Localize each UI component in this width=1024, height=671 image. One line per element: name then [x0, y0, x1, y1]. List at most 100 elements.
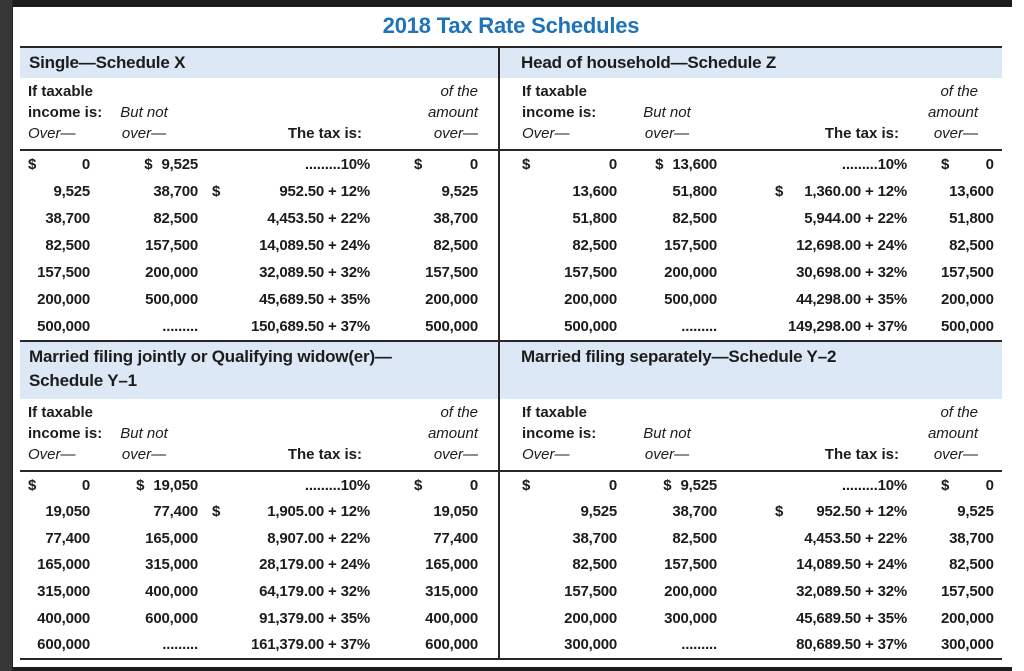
dollar-sign: $ — [941, 156, 950, 173]
cell-amount-over: $0 — [907, 477, 994, 494]
but-not-over-value: 82,500 — [672, 529, 717, 547]
over-value: 51,800 — [572, 210, 617, 227]
table-row: $0 $9,525 .........10% $0 — [20, 151, 498, 178]
cell-tax: 5,944.00 + 22% — [717, 210, 907, 227]
tax-value: .........10% — [304, 476, 370, 494]
cell-over: 13,600 — [522, 183, 617, 200]
cell-but-not-over: 157,500 — [617, 556, 717, 573]
tax-value: 14,089.50 + 24% — [796, 556, 907, 574]
cell-but-not-over: 200,000 — [90, 264, 198, 281]
header-over: If taxable income is: Over— — [28, 404, 103, 463]
cell-over: 9,525 — [28, 183, 90, 200]
over-value: 38,700 — [45, 210, 90, 227]
cell-tax: .........10% — [717, 156, 907, 173]
table-row: 200,000 500,000 45,689.50 + 35% 200,000 — [20, 286, 498, 313]
cell-tax: $1,360.00 + 12% — [717, 183, 907, 200]
amount-over-value: 300,000 — [941, 636, 994, 654]
cell-but-not-over: 38,700 — [90, 183, 198, 200]
cell-amount-over: 600,000 — [370, 636, 478, 653]
dollar-sign: $ — [28, 156, 37, 173]
amount-over-value: 157,500 — [425, 264, 478, 281]
cell-amount-over: 51,800 — [907, 210, 994, 227]
schedule-rows: $0 $9,525 .........10% $0 9,525 38,700 $… — [20, 151, 498, 340]
but-not-over-value: 82,500 — [153, 210, 198, 227]
over-value: 77,400 — [45, 529, 90, 547]
cell-but-not-over: 77,400 — [90, 503, 198, 520]
over-value: 157,500 — [37, 264, 90, 281]
schedule-rows: $0 $9,525 .........10% $0 9,525 38,700 $… — [500, 472, 1002, 658]
table-row: 82,500 157,500 14,089.50 + 24% 82,500 — [500, 552, 1018, 579]
header-amount-over: of the amount over— — [927, 404, 978, 463]
schedule-single: Single—Schedule X If taxable income is: … — [20, 48, 498, 340]
cell-tax: $952.50 + 12% — [198, 183, 370, 200]
cell-amount-over: 200,000 — [370, 291, 478, 308]
but-not-over-value: 500,000 — [664, 291, 717, 308]
over-value: 200,000 — [564, 609, 617, 627]
over-value: 500,000 — [37, 318, 90, 335]
header-the-tax-is: The tax is: — [287, 125, 362, 142]
section-header-head-of-household: Head of household—Schedule Z — [500, 48, 1002, 78]
tax-value: 150,689.50 + 37% — [251, 318, 370, 335]
page-edge-bottom — [0, 667, 1012, 671]
cell-amount-over: 38,700 — [370, 210, 478, 227]
section-header-married-filing-jointly: Married filing jointly or Qualifying wid… — [20, 342, 498, 399]
schedule-married-filing-separately: Married filing separately—Schedule Y–2 I… — [498, 340, 1002, 658]
schedule-married-filing-jointly: Married filing jointly or Qualifying wid… — [20, 340, 498, 658]
section-title: Single—Schedule X — [29, 53, 186, 72]
table-row: 82,500 157,500 12,698.00 + 24% 82,500 — [500, 232, 1018, 259]
cell-amount-over: 9,525 — [370, 183, 478, 200]
amount-over-value: 157,500 — [941, 583, 994, 601]
table-row: 200,000 300,000 45,689.50 + 35% 200,000 — [500, 605, 1018, 632]
cell-tax: 4,453.50 + 22% — [717, 530, 907, 547]
dollar-sign: $ — [144, 156, 153, 173]
cell-amount-over: 38,700 — [907, 530, 994, 547]
cell-amount-over: 157,500 — [370, 264, 478, 281]
cell-tax: 12,698.00 + 24% — [717, 237, 907, 254]
cell-tax: .........10% — [198, 477, 370, 494]
but-not-over-value: 300,000 — [664, 609, 717, 627]
tax-value: 14,089.50 + 24% — [259, 237, 370, 254]
tax-schedules-table: Single—Schedule X If taxable income is: … — [20, 46, 1002, 660]
cell-over: 38,700 — [28, 210, 90, 227]
cell-but-not-over: ......... — [90, 636, 198, 653]
tax-value: 44,298.00 + 35% — [796, 291, 907, 308]
but-not-over-value: 200,000 — [664, 264, 717, 281]
tax-value: .........10% — [841, 156, 907, 173]
dollar-sign: $ — [655, 156, 664, 173]
cell-but-not-over: $9,525 — [617, 477, 717, 494]
cell-over: $0 — [28, 477, 90, 494]
over-value: 82,500 — [572, 556, 617, 574]
but-not-over-value: 157,500 — [145, 237, 198, 254]
cell-over: 200,000 — [522, 610, 617, 627]
over-value: 157,500 — [564, 264, 617, 281]
cell-over: 157,500 — [522, 264, 617, 281]
table-row: 38,700 82,500 4,453.50 + 22% 38,700 — [500, 525, 1018, 552]
table-row: 13,600 51,800 $1,360.00 + 12% 13,600 — [500, 178, 1018, 205]
cell-but-not-over: 157,500 — [90, 237, 198, 254]
table-row: 157,500 200,000 30,698.00 + 32% 157,500 — [500, 259, 1018, 286]
but-not-over-value: ......... — [162, 318, 198, 335]
cell-over: 38,700 — [522, 530, 617, 547]
cell-tax: 150,689.50 + 37% — [198, 318, 370, 335]
cell-tax: 91,379.00 + 35% — [198, 610, 370, 627]
over-value: 38,700 — [572, 529, 617, 547]
amount-over-value: 77,400 — [433, 529, 478, 547]
tax-value: 8,907.00 + 22% — [267, 529, 370, 547]
but-not-over-value: 400,000 — [145, 583, 198, 601]
table-row: 200,000 500,000 44,298.00 + 35% 200,000 — [500, 286, 1018, 313]
cell-but-not-over: ......... — [617, 636, 717, 653]
tax-value: 91,379.00 + 35% — [259, 609, 370, 627]
amount-over-value: 19,050 — [433, 503, 478, 521]
table-row: 500,000 ......... 149,298.00 + 37% 500,0… — [500, 313, 1018, 340]
column-headers: If taxable income is: Over— But not over… — [20, 78, 498, 151]
over-value: 0 — [81, 156, 90, 173]
cell-but-not-over: 500,000 — [617, 291, 717, 308]
amount-over-value: 0 — [985, 156, 994, 173]
tax-value: .........10% — [841, 476, 907, 494]
amount-over-value: 13,600 — [949, 183, 994, 200]
tax-value: 952.50 + 12% — [279, 183, 370, 200]
cell-tax: .........10% — [717, 477, 907, 494]
cell-amount-over: $0 — [370, 477, 478, 494]
cell-over: 9,525 — [522, 503, 617, 520]
cell-but-not-over: 51,800 — [617, 183, 717, 200]
